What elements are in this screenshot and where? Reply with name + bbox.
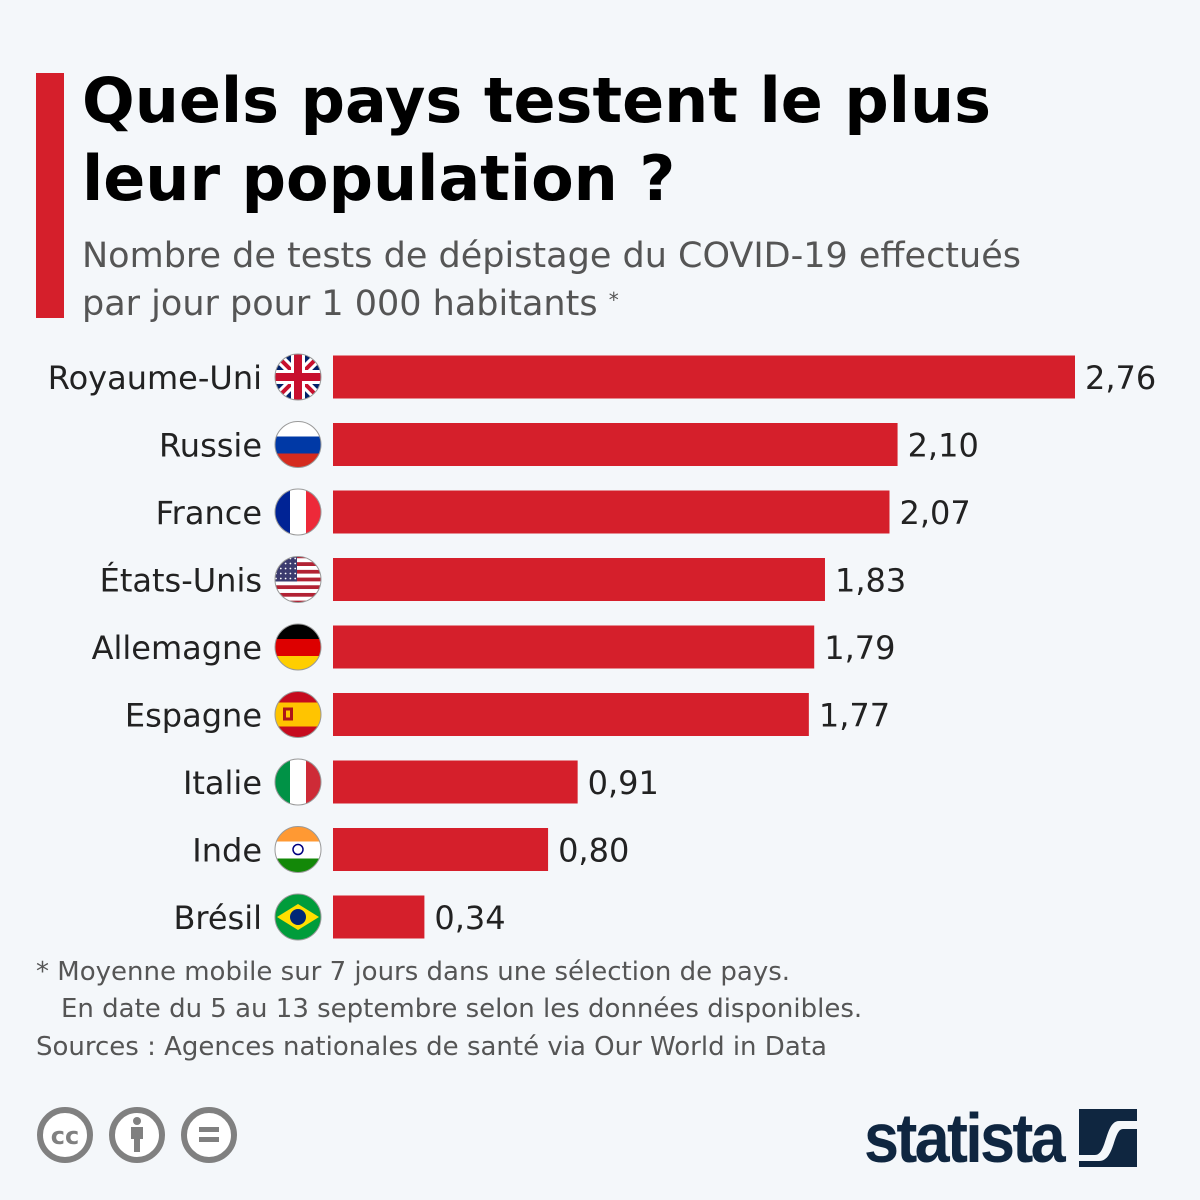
footnote: * Moyenne mobile sur 7 jours dans une sé… — [36, 954, 862, 1028]
flag-italy-icon — [275, 759, 321, 805]
bar — [333, 693, 809, 736]
statista-logo-icon — [1079, 1109, 1138, 1167]
statista-logo[interactable]: statista — [864, 1098, 1138, 1178]
value-label: 1,79 — [824, 629, 895, 667]
flag-uk-icon — [275, 354, 321, 400]
logo-text: statista — [864, 1099, 1066, 1177]
value-label: 0,91 — [588, 764, 659, 802]
flag-brazil-icon — [275, 894, 321, 940]
value-label: 2,10 — [908, 427, 979, 465]
svg-text:cc: cc — [51, 1122, 79, 1150]
subtitle: Nombre de tests de dépistage du COVID-19… — [82, 232, 1182, 328]
bar — [333, 355, 1075, 399]
flag-russia-icon — [275, 421, 321, 468]
category-label: États-Unis — [100, 562, 262, 600]
subtitle-line-2: par jour pour 1 000 habitants — [82, 284, 598, 324]
title-line-2: leur population ? — [82, 142, 676, 215]
flag-germany-icon — [275, 624, 321, 670]
category-label: Royaume-Uni — [48, 359, 262, 397]
value-label: 1,77 — [819, 697, 890, 735]
attribution-icon[interactable] — [108, 1106, 166, 1164]
title-line-1: Quels pays testent le plus — [82, 64, 992, 137]
footnote-line-1: * Moyenne mobile sur 7 jours dans une sé… — [36, 957, 791, 987]
bar — [333, 490, 890, 534]
category-label: Allemagne — [92, 629, 262, 667]
category-label: Russie — [159, 427, 262, 465]
value-label: 2,07 — [900, 494, 971, 532]
no-derivatives-icon[interactable] — [180, 1106, 238, 1164]
bar-chart: Royaume-Uni 2,76 Russie 2,10 France 2,07 États… — [48, 353, 1156, 941]
subtitle-line-1: Nombre de tests de dépistage du COVID-19… — [82, 236, 1021, 276]
footnote-marker: * — [608, 288, 619, 312]
flag-france-icon — [275, 489, 321, 535]
category-label: Italie — [183, 764, 262, 802]
bar — [333, 895, 425, 939]
value-label: 1,83 — [835, 562, 906, 600]
bar — [333, 423, 898, 466]
flag-spain-icon — [275, 691, 321, 738]
cc-icon[interactable]: cc — [36, 1106, 94, 1164]
category-label: Inde — [192, 832, 262, 870]
footnote-line-2: En date du 5 au 13 septembre selon les d… — [61, 994, 863, 1024]
bar — [333, 558, 825, 601]
bar — [333, 760, 578, 804]
title-accent-bar — [36, 73, 64, 318]
category-label: France — [156, 494, 262, 532]
license-icons: cc — [36, 1106, 238, 1164]
value-label: 2,76 — [1085, 359, 1156, 397]
bar — [333, 828, 549, 871]
flag-india-icon — [275, 826, 321, 873]
value-label: 0,34 — [434, 899, 505, 937]
flag-usa-icon — [275, 556, 321, 603]
page-title: Quels pays testent le plus leur populati… — [82, 62, 1182, 218]
sources: Sources : Agences nationales de santé vi… — [36, 1032, 827, 1062]
category-label: Espagne — [125, 697, 262, 735]
bar — [333, 625, 815, 669]
category-label: Brésil — [173, 899, 262, 937]
value-label: 0,80 — [558, 832, 629, 870]
